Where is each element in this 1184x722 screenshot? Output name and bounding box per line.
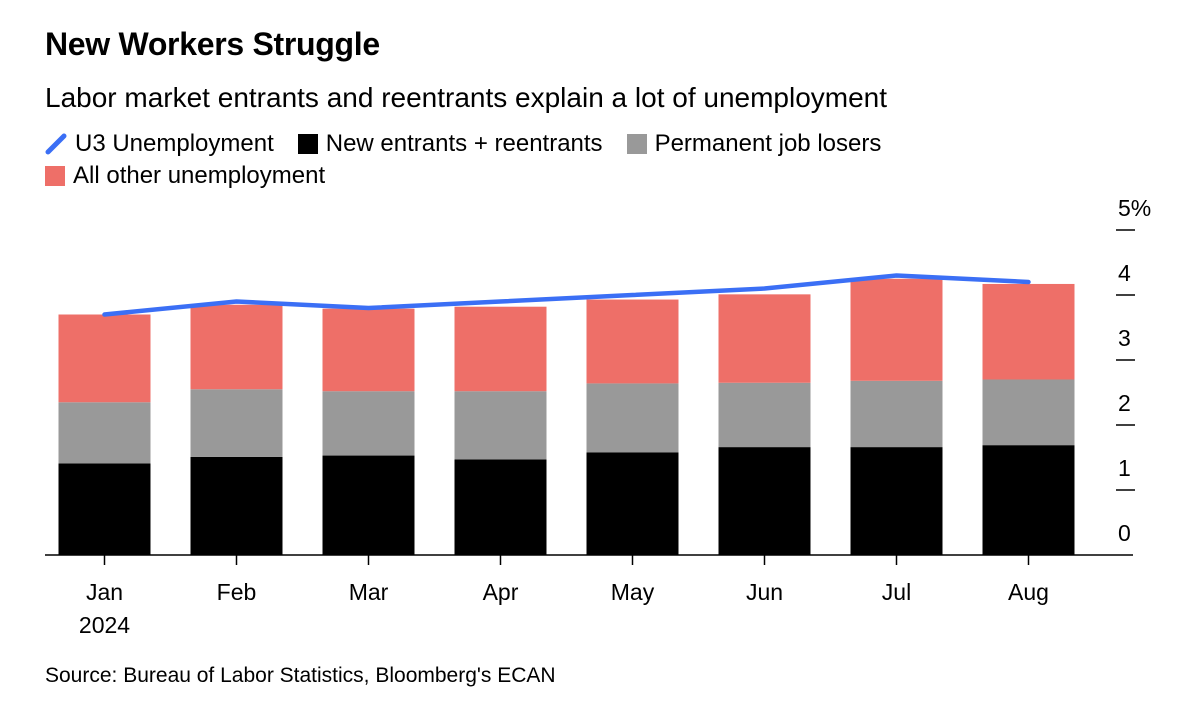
legend: U3 Unemployment New entrants + reentrant… <box>45 128 1045 192</box>
source-note: Source: Bureau of Labor Statistics, Bloo… <box>45 664 556 687</box>
y-tick-label-5: 5% <box>1118 195 1151 221</box>
bar-losers-feb <box>190 389 283 457</box>
x-tick-label-may: May <box>611 579 655 605</box>
bar-entrants-jun <box>718 447 811 555</box>
legend-item-entrants: New entrants + reentrants <box>297 130 603 158</box>
legend-item-losers: Permanent job losers <box>626 130 882 158</box>
bar-entrants-jan <box>58 463 151 555</box>
chart-subtitle: Labor market entrants and reentrants exp… <box>45 82 888 113</box>
bar-entrants-may <box>586 452 679 555</box>
legend-item-other: All other unemployment <box>45 162 325 190</box>
bar-other-feb <box>190 304 283 390</box>
bar-entrants-jul <box>850 447 943 555</box>
bar-losers-jun <box>718 382 811 448</box>
x-tick-label-apr: Apr <box>483 579 519 605</box>
bar-other-jul <box>850 278 943 381</box>
chart-title: New Workers Struggle <box>45 26 380 62</box>
x-tick-label-feb: Feb <box>217 579 257 605</box>
legend-line-icon <box>45 133 67 155</box>
bar-other-apr <box>454 306 547 392</box>
x-tick-label-jan: Jan <box>86 579 123 605</box>
x-tick-label-jun: Jun <box>746 579 783 605</box>
legend-item-u3: U3 Unemployment <box>45 130 274 158</box>
y-tick-label-3: 3 <box>1118 325 1131 351</box>
x-tick-label-jul: Jul <box>882 579 911 605</box>
y-tick-label-2: 2 <box>1118 390 1131 416</box>
legend-label-other: All other unemployment <box>73 162 326 189</box>
bar-losers-may <box>586 383 679 453</box>
bar-entrants-aug <box>982 445 1075 555</box>
bar-other-aug <box>982 283 1075 380</box>
legend-label-u3: U3 Unemployment <box>75 130 274 157</box>
legend-label-losers: Permanent job losers <box>654 130 882 157</box>
x-tick-label-aug: Aug <box>1008 579 1049 605</box>
y-tick-label-4: 4 <box>1118 260 1131 286</box>
legend-swatch-losers <box>626 134 647 154</box>
legend-swatch-entrants <box>297 134 318 154</box>
y-tick-label-0: 0 <box>1118 520 1131 546</box>
bar-entrants-apr <box>454 459 547 555</box>
u3-unemployment-line <box>102 273 1031 317</box>
legend-label-entrants: New entrants + reentrants <box>325 130 603 157</box>
bar-other-mar <box>322 308 415 392</box>
bar-losers-apr <box>454 391 547 460</box>
y-tick-label-1: 1 <box>1118 455 1131 481</box>
bar-losers-aug <box>982 379 1075 446</box>
x-tick-label-mar: Mar <box>349 579 389 605</box>
x-tick-sublabel: 2024 <box>79 612 130 638</box>
bar-other-jun <box>718 294 811 383</box>
bar-entrants-mar <box>322 455 415 555</box>
bar-losers-jul <box>850 380 943 448</box>
bar-losers-mar <box>322 391 415 456</box>
bar-entrants-feb <box>190 456 283 555</box>
legend-swatch-other <box>45 166 65 186</box>
bar-other-may <box>586 299 679 384</box>
bar-losers-jan <box>58 402 151 464</box>
bar-other-jan <box>58 314 151 403</box>
